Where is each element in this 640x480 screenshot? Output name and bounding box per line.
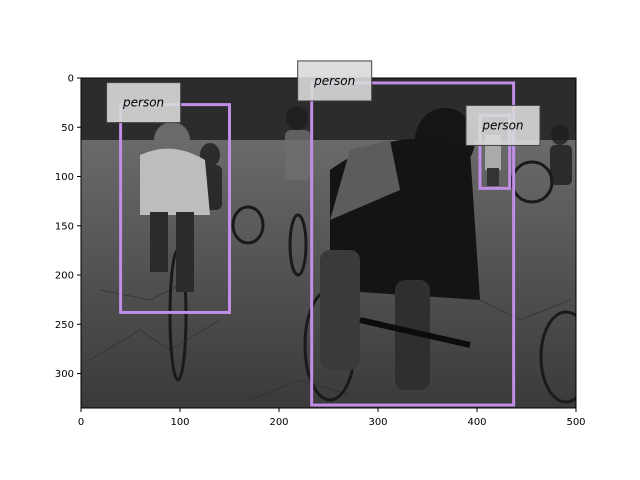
y-tick-label: 100	[55, 172, 74, 183]
y-tick-label: 250	[55, 320, 74, 331]
detection-label-background	[106, 82, 182, 124]
y-tick-label: 0	[68, 74, 74, 85]
detection-label: person	[481, 118, 523, 132]
y-tick-label: 50	[61, 123, 74, 134]
x-tick-label: 400	[467, 417, 486, 428]
x-tick-label: 100	[170, 417, 189, 428]
y-tick-label: 300	[55, 369, 74, 380]
detection-label: person	[313, 74, 355, 88]
detection-boxes: person person person	[106, 60, 541, 407]
detection-box	[310, 81, 516, 407]
detection-label-background	[297, 60, 373, 102]
x-tick-label: 200	[269, 417, 288, 428]
x-tick-label: 0	[78, 417, 84, 428]
detection-label-background	[465, 104, 541, 146]
x-tick-label: 500	[566, 417, 585, 428]
axis-ticks: 0 100 200 300 400 500 0 50 100 150 200 250 300	[55, 74, 586, 429]
detection-label: person	[122, 96, 164, 110]
y-tick-label: 200	[55, 271, 74, 282]
y-tick-label: 150	[55, 221, 74, 232]
x-tick-label: 300	[368, 417, 387, 428]
